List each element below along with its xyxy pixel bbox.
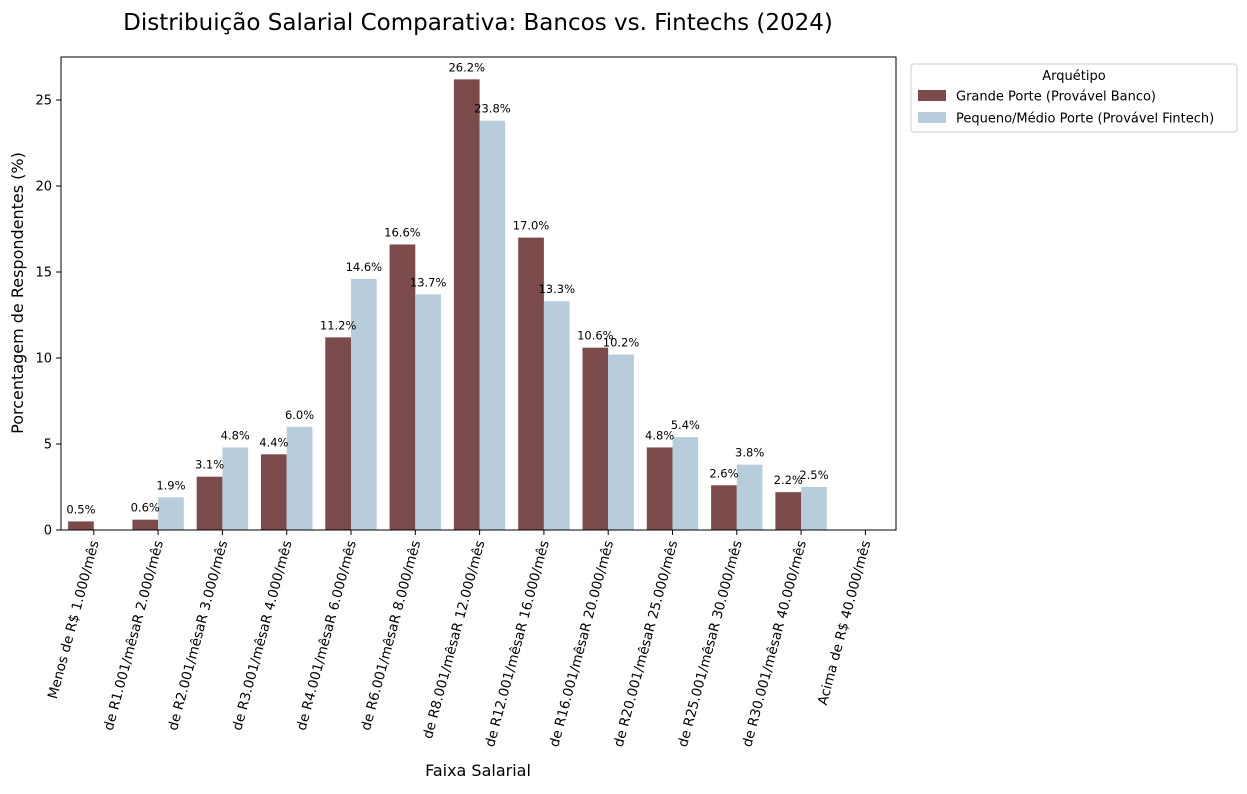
x-tick-label: de R20.001/mêsaR 25.000/mês	[611, 539, 682, 749]
bar-value-label: 23.8%	[474, 102, 511, 116]
x-tick-label: de R16.001/mêsaR 20.000/mês	[546, 539, 617, 749]
bar-value-label: 11.2%	[320, 318, 357, 332]
legend-frame	[910, 63, 1238, 133]
y-tick-label: 0	[44, 524, 52, 539]
legend-label-series-1: Grande Porte (Provável Banco)	[956, 90, 1156, 105]
legend-items: Grande Porte (Provável Banco) Pequeno/Méd…	[918, 90, 1214, 127]
bar-series-1	[711, 485, 737, 530]
bar-series-2	[222, 447, 249, 530]
y-tick-label: 10	[35, 352, 52, 367]
x-tick-label: de R8.001/mêsaR 12.000/mês	[420, 539, 488, 741]
bar-value-label: 10.2%	[603, 336, 640, 350]
plot-frame	[60, 56, 897, 531]
y-tick-label: 20	[35, 180, 52, 195]
bar-value-label: 4.8%	[221, 428, 250, 442]
x-tick-label: de R12.001/mêsaR 16.000/mês	[482, 539, 553, 749]
legend-swatch-series-2	[918, 112, 946, 123]
bars-layer	[68, 79, 827, 531]
bar-series-2	[351, 278, 377, 530]
bar-series-2	[415, 294, 441, 530]
bar-series-2	[672, 437, 699, 530]
x-tick-label: de R25.001/mêsaR 30.000/mês	[675, 539, 746, 749]
x-tick-label: de R30.001/mêsaR 40.000/mês	[739, 539, 810, 749]
bar-value-label: 3.8%	[735, 446, 764, 460]
bar-series-2	[543, 301, 570, 530]
bar-series-2	[479, 120, 506, 530]
bar-value-label: 26.2%	[448, 60, 485, 74]
legend: Arquétipo Grande Porte (Provável Banco) P…	[910, 63, 1238, 133]
bar-series-1	[132, 519, 159, 530]
bar-value-label: 0.5%	[66, 502, 95, 516]
bar-series-2	[286, 426, 313, 530]
bar-value-label: 10.6%	[577, 329, 614, 343]
legend-swatch-series-1	[918, 90, 946, 101]
bar-labels-layer: 0.5% 0.6% 3.1% 4.4% 11.2% 16.6% 26.2% 17.0% 10.6…	[66, 60, 828, 516]
bar-value-label: 3.1%	[195, 458, 224, 472]
legend-title: Arquétipo	[1042, 69, 1105, 84]
bar-value-label: 14.6%	[346, 260, 383, 274]
bar-value-label: 13.3%	[538, 282, 575, 296]
bar-series-1	[325, 337, 351, 530]
y-tick-label: 25	[35, 94, 52, 109]
legend-label-series-2: Pequeno/Médio Porte (Provável Fintech)	[956, 112, 1214, 127]
bar-value-label: 0.6%	[131, 501, 160, 515]
bar-value-label: 13.7%	[410, 275, 447, 289]
x-tick-label: Acima de R$ 40.000/mês	[815, 539, 874, 707]
bar-value-label: 16.6%	[384, 225, 421, 239]
bar-series-2	[736, 464, 763, 530]
bar-value-label: 1.9%	[156, 478, 185, 492]
bar-series-1	[261, 454, 287, 530]
bar-series-1	[389, 244, 416, 531]
x-axis-label: Faixa Salarial	[425, 761, 531, 780]
x-tick-label: de R4.001/mêsaR 6.000/mês	[294, 539, 360, 732]
x-tick-label: de R2.001/mêsaR 3.000/mês	[165, 539, 231, 732]
bar-series-2	[801, 487, 827, 530]
bar-series-2	[608, 354, 634, 530]
bar-value-label: 4.8%	[645, 428, 674, 442]
bar-series-1	[775, 492, 802, 530]
x-tick-label: Menos de R$ 1.000/mês	[45, 539, 103, 701]
bar-value-label: 17.0%	[513, 219, 550, 233]
bar-series-1	[518, 237, 544, 530]
bar-value-label: 2.5%	[799, 468, 828, 482]
y-axis: 0 5 10 15 20 25	[35, 94, 61, 539]
bar-series-1	[196, 476, 223, 530]
x-tick-label: de R3.001/mêsaR 4.000/mês	[229, 539, 295, 732]
bar-series-2	[158, 497, 184, 530]
x-tick-label: de R6.001/mêsaR 8.000/mês	[358, 539, 424, 732]
y-tick-label: 15	[35, 266, 52, 281]
bar-value-label: 2.2%	[774, 473, 803, 487]
x-tick-label: de R1.001/mêsaR 2.000/mês	[101, 539, 167, 732]
bar-value-label: 5.4%	[671, 418, 700, 432]
y-axis-label: Porcentagem de Respondentes (%)	[8, 152, 27, 434]
bar-series-1	[582, 347, 609, 530]
bar-value-label: 2.6%	[709, 466, 738, 480]
bar-value-label: 6.0%	[285, 408, 314, 422]
bar-series-1	[68, 521, 94, 530]
bar-series-1	[646, 447, 673, 530]
bar-series-1	[453, 79, 480, 531]
chart-title: Distribuição Salarial Comparativa: Banco…	[123, 10, 833, 36]
bar-value-label: 4.4%	[259, 435, 288, 449]
y-tick-label: 5	[44, 438, 52, 453]
